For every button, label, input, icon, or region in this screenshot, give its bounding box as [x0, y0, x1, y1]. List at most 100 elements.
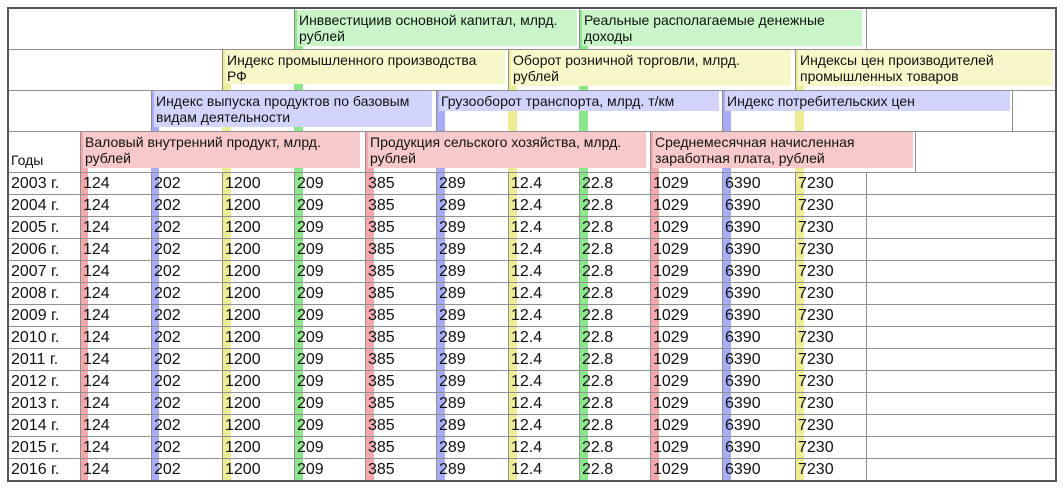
row-year: 2005 г.: [11, 219, 60, 236]
column-header-ppi: Индексы цен производителей промышленных …: [798, 50, 1053, 86]
row-grid-line: [8, 238, 1055, 239]
column-header-retail: Оборот розничной торговли, млрд. рублей: [511, 50, 791, 86]
column-grid-line: [365, 172, 366, 480]
cell-freight: 289: [439, 329, 466, 346]
row-year: 2010 г.: [11, 329, 60, 346]
cell-gdp: 124: [83, 219, 110, 236]
column-grid-line: [294, 172, 295, 480]
column-grid-line: [866, 172, 867, 480]
cell-gdp: 124: [83, 417, 110, 434]
cell-invest: 209: [297, 461, 324, 478]
cell-cpi: 6390: [725, 307, 761, 324]
cell-agri: 385: [368, 307, 395, 324]
cell-ppi: 7230: [798, 417, 834, 434]
cell-industry: 1200: [225, 307, 261, 324]
cell-freight: 289: [439, 461, 466, 478]
header-grid-line: [8, 90, 1055, 91]
cell-industry: 1200: [225, 263, 261, 280]
column-strip-agri: [365, 132, 374, 480]
cell-income: 22.8: [582, 439, 614, 456]
column-header-invest: Инввестициив основной капитал, млрд. руб…: [297, 10, 577, 46]
cell-ppi: 7230: [798, 461, 834, 478]
cell-invest: 209: [297, 373, 324, 390]
cell-ppi: 7230: [798, 329, 834, 346]
cell-index_basic: 202: [154, 351, 181, 368]
cell-retail: 12.4: [511, 373, 543, 390]
cell-freight: 289: [439, 175, 466, 192]
cell-cpi: 6390: [725, 175, 761, 192]
cell-agri: 385: [368, 241, 395, 258]
cell-retail: 12.4: [511, 329, 543, 346]
cell-cpi: 6390: [725, 263, 761, 280]
cell-cpi: 6390: [725, 219, 761, 236]
cell-gdp: 124: [83, 351, 110, 368]
cell-freight: 289: [439, 285, 466, 302]
cell-freight: 289: [439, 417, 466, 434]
column-grid-line: [795, 172, 796, 480]
cell-gdp: 124: [83, 285, 110, 302]
cell-income: 22.8: [582, 197, 614, 214]
cell-gdp: 124: [83, 329, 110, 346]
row-year: 2009 г.: [11, 307, 60, 324]
row-grid-line: [8, 414, 1055, 415]
row-grid-line: [8, 304, 1055, 305]
cell-retail: 12.4: [511, 285, 543, 302]
cell-wage: 1029: [653, 263, 689, 280]
cell-index_basic: 202: [154, 329, 181, 346]
column-strip-income: [579, 10, 588, 480]
cell-index_basic: 202: [154, 241, 181, 258]
cell-retail: 12.4: [511, 307, 543, 324]
cell-index_basic: 202: [154, 307, 181, 324]
cell-wage: 1029: [653, 241, 689, 258]
cell-ppi: 7230: [798, 351, 834, 368]
cell-retail: 12.4: [511, 417, 543, 434]
column-strip-cpi: [722, 91, 731, 480]
cell-industry: 1200: [225, 285, 261, 302]
cell-income: 22.8: [582, 285, 614, 302]
cell-index_basic: 202: [154, 197, 181, 214]
cell-retail: 12.4: [511, 175, 543, 192]
cell-retail: 12.4: [511, 197, 543, 214]
cell-wage: 1029: [653, 197, 689, 214]
cell-index_basic: 202: [154, 285, 181, 302]
cell-ppi: 7230: [798, 263, 834, 280]
cell-income: 22.8: [582, 307, 614, 324]
cell-retail: 12.4: [511, 263, 543, 280]
cell-invest: 209: [297, 285, 324, 302]
cell-wage: 1029: [653, 329, 689, 346]
cell-wage: 1029: [653, 417, 689, 434]
column-header-index_basic: Индекс выпуска продуктов по базовым вида…: [154, 91, 432, 127]
header-grid-divider: [722, 90, 723, 131]
column-header-industry: Индекс промышленного производства РФ: [225, 50, 505, 84]
cell-cpi: 6390: [725, 197, 761, 214]
cell-income: 22.8: [582, 351, 614, 368]
header-grid-line: [8, 131, 1055, 132]
cell-gdp: 124: [83, 439, 110, 456]
cell-agri: 385: [368, 373, 395, 390]
cell-invest: 209: [297, 307, 324, 324]
cell-cpi: 6390: [725, 373, 761, 390]
header-grid-divider: [436, 90, 437, 131]
cell-invest: 209: [297, 175, 324, 192]
cell-income: 22.8: [582, 395, 614, 412]
cell-freight: 289: [439, 373, 466, 390]
cell-income: 22.8: [582, 175, 614, 192]
cell-industry: 1200: [225, 175, 261, 192]
column-grid-line: [579, 172, 580, 480]
cell-agri: 385: [368, 219, 395, 236]
column-strip-ppi: [795, 50, 804, 480]
column-grid-line: [650, 172, 651, 480]
row-year: 2003 г.: [11, 175, 60, 192]
cell-invest: 209: [297, 241, 324, 258]
cell-wage: 1029: [653, 395, 689, 412]
cell-ppi: 7230: [798, 219, 834, 236]
cell-industry: 1200: [225, 241, 261, 258]
cell-gdp: 124: [83, 373, 110, 390]
cell-gdp: 124: [83, 263, 110, 280]
row-year: 2014 г.: [11, 417, 60, 434]
cell-agri: 385: [368, 351, 395, 368]
row-grid-line: [8, 392, 1055, 393]
row-year: 2016 г.: [11, 461, 60, 478]
cell-cpi: 6390: [725, 395, 761, 412]
header-grid-divider: [1012, 90, 1013, 131]
